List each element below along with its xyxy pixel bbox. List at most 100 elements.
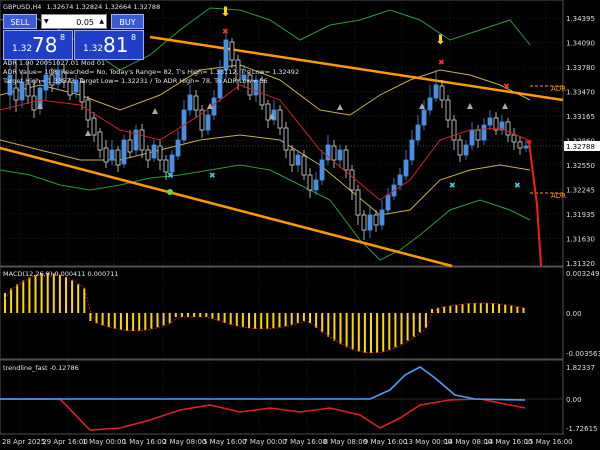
- trendline-panel: [0, 359, 564, 435]
- channel-lower-line[interactable]: [0, 146, 453, 268]
- candle-body: [235, 59, 241, 81]
- time-tick-label: 7 May 16:00: [283, 438, 327, 446]
- sell-quote[interactable]: 1.32 78 8: [3, 30, 73, 60]
- candle-body: [373, 214, 379, 226]
- buy-price-sup: 8: [131, 33, 137, 42]
- candle-body: [61, 71, 67, 83]
- candle-body: [325, 144, 331, 161]
- candle-body: [505, 121, 511, 136]
- trendline-axis-bottom: -1.72615: [566, 425, 597, 433]
- buy-signal-icon: [167, 189, 173, 195]
- price-tick-label: 1.34395: [566, 15, 595, 23]
- sell-button[interactable]: SELL: [3, 14, 37, 29]
- candle-body: [409, 139, 415, 161]
- buy-price-small: 1.32: [83, 44, 104, 54]
- price-tick-label: 1.32245: [566, 187, 595, 195]
- candle-body: [289, 149, 295, 166]
- price-tick-label: 1.31320: [566, 260, 595, 268]
- candle-body: [445, 99, 451, 121]
- price-tick-label: 1.31630: [566, 236, 595, 244]
- cross-marker-icon: ✖: [438, 58, 445, 67]
- candle-body: [481, 124, 487, 141]
- candle-body: [301, 155, 307, 176]
- candle-body: [475, 129, 481, 141]
- symbol-timeframe: GBPUSD,H4: [3, 3, 41, 11]
- candle-body: [139, 129, 145, 151]
- lot-decrease-icon[interactable]: ▼: [44, 18, 49, 25]
- lot-increase-icon[interactable]: ▲: [99, 18, 104, 25]
- time-tick-label: 2 May 08:00: [163, 438, 207, 446]
- up-arrow-icon: [269, 113, 275, 119]
- time-tick-label: 5 May 16:00: [203, 438, 247, 446]
- candle-body: [463, 144, 469, 156]
- candle-body: [343, 149, 349, 171]
- candle-body: [7, 74, 13, 96]
- macd-histogram: [4, 273, 525, 353]
- candle-body: [151, 144, 157, 159]
- price-tick-label: 1.33470: [566, 89, 595, 97]
- candle-body: [499, 121, 505, 131]
- trendline-axis-zero: 0.00: [566, 396, 582, 404]
- sell-price-big: 78: [32, 33, 58, 57]
- candle-body: [19, 81, 25, 101]
- candle-body: [493, 117, 499, 131]
- candle-body: [319, 159, 325, 181]
- candle-body: [49, 74, 55, 86]
- candle-body: [97, 131, 103, 151]
- channel-upper-line[interactable]: [149, 35, 564, 102]
- candle-body: [199, 109, 205, 131]
- candle-body: [103, 147, 109, 163]
- candle-body: [145, 149, 151, 161]
- candle-body: [211, 97, 217, 116]
- trendline-label: trendline_fast -0.12786: [3, 364, 79, 372]
- candle-body: [433, 84, 439, 99]
- lot-size-control: ▼ ▲: [41, 14, 107, 29]
- macd-axis-top: 0.003249: [566, 270, 599, 278]
- candle-body: [361, 214, 367, 231]
- candle-body: [157, 145, 163, 161]
- one-click-trading-panel: SELL ▼ ▲ BUY 1.32 78 8 1.32 81 8: [3, 14, 144, 60]
- candle-body: [91, 117, 97, 136]
- candle-body: [415, 124, 421, 141]
- lot-size-input[interactable]: [52, 16, 96, 28]
- current-price-box: [564, 141, 600, 151]
- candle-body: [247, 74, 253, 96]
- candle-body: [133, 129, 139, 151]
- candle-body: [187, 94, 193, 111]
- candle-body: [349, 169, 355, 191]
- time-tick-label: 15 May 16:00: [525, 438, 573, 446]
- forecast-point: [526, 139, 532, 145]
- macd-axis-bottom: -0.003563: [566, 350, 600, 358]
- candlesticks: [7, 30, 529, 240]
- ohlc-values: 1.32674 1.32824 1.32664 1.32788: [46, 3, 160, 11]
- time-tick-label: 13 May 00:00: [404, 438, 452, 446]
- macd-signal-line: [4, 272, 524, 354]
- candle-body: [283, 127, 289, 151]
- candle-body: [313, 179, 319, 191]
- adr-info-1: ADR 1.00 20051027.01 Mod 01: [3, 59, 105, 67]
- adr-low-label: ADR: [551, 192, 566, 200]
- candle-body: [295, 154, 301, 166]
- time-tick-label: 1 May 16:00: [123, 438, 167, 446]
- candle-body: [205, 114, 211, 131]
- time-tick-label: 9 May 16:00: [364, 438, 408, 446]
- candle-body: [517, 141, 523, 149]
- down-arrow-icon: ⬇: [220, 5, 231, 20]
- candle-body: [277, 109, 283, 129]
- time-tick-label: 28 Apr 2025: [2, 438, 45, 446]
- cross-marker-icon: ✖: [449, 181, 456, 190]
- buy-quote[interactable]: 1.32 81 8: [74, 30, 144, 60]
- time-tick-label: 14 May 08:00: [444, 438, 492, 446]
- up-arrow-icon: [207, 103, 213, 109]
- time-tick-label: 1 May 00:00: [82, 438, 126, 446]
- current-price-label: 1.32788: [566, 143, 595, 151]
- candle-body: [487, 117, 493, 126]
- trendline-red-line: [0, 398, 526, 431]
- symbol-ohlc: GBPUSD,H4 1.32674 1.32824 1.32664 1.3278…: [3, 3, 160, 11]
- up-arrow-icon: [85, 130, 91, 136]
- candle-body: [79, 81, 85, 103]
- buy-button[interactable]: BUY: [111, 14, 144, 29]
- candle-body: [229, 41, 235, 61]
